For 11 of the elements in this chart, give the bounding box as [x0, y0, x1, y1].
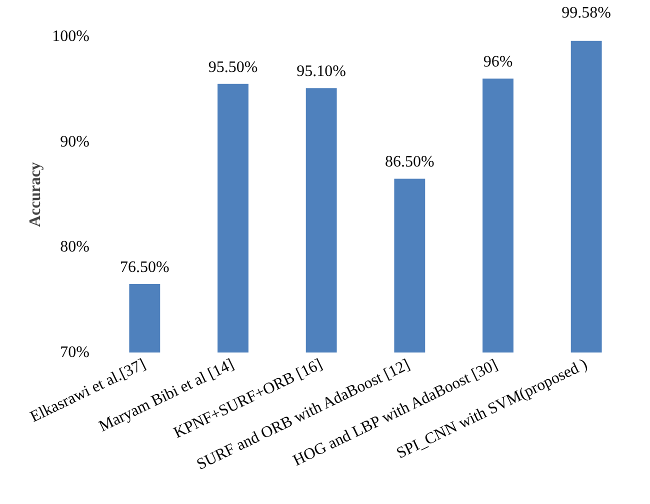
data-label: 96% — [483, 54, 513, 71]
data-label: 95.10% — [296, 63, 346, 80]
data-label: 86.50% — [385, 154, 434, 171]
y-tick-label: 90% — [60, 133, 90, 150]
data-label: 95.50% — [208, 58, 258, 76]
y-tick-label: 80% — [60, 238, 90, 256]
data-label: 76.50% — [120, 259, 170, 276]
y-axis-title: Accuracy — [27, 162, 44, 227]
y-tick-label: 70% — [60, 344, 90, 361]
data-label: 99.58% — [562, 4, 611, 22]
y-tick-label: 100% — [52, 28, 90, 45]
